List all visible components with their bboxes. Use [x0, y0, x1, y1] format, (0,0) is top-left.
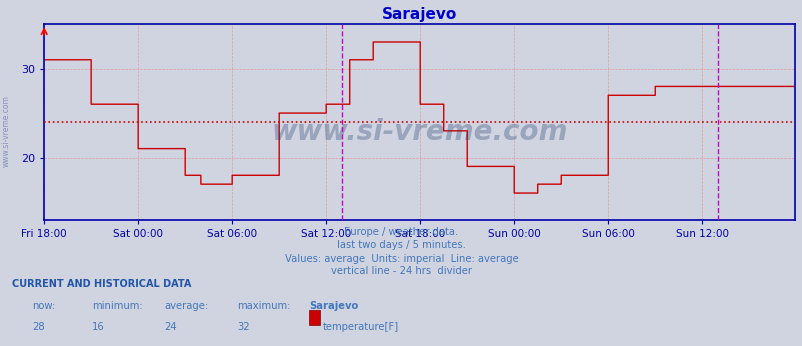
Text: Sarajevo: Sarajevo: [309, 301, 358, 311]
Text: minimum:: minimum:: [92, 301, 143, 311]
Text: 28: 28: [32, 322, 45, 333]
Text: 24: 24: [164, 322, 177, 333]
Text: Values: average  Units: imperial  Line: average: Values: average Units: imperial Line: av…: [284, 254, 518, 264]
Text: maximum:: maximum:: [237, 301, 290, 311]
Text: average:: average:: [164, 301, 209, 311]
Text: now:: now:: [32, 301, 55, 311]
Text: www.si-vreme.com: www.si-vreme.com: [271, 118, 567, 146]
Text: CURRENT AND HISTORICAL DATA: CURRENT AND HISTORICAL DATA: [12, 279, 191, 289]
Text: 16: 16: [92, 322, 105, 333]
Title: Sarajevo: Sarajevo: [382, 7, 456, 22]
Text: last two days / 5 minutes.: last two days / 5 minutes.: [337, 240, 465, 251]
Text: vertical line - 24 hrs  divider: vertical line - 24 hrs divider: [330, 266, 472, 276]
Text: www.si-vreme.com: www.si-vreme.com: [2, 95, 11, 167]
Text: Europe / weather data.: Europe / weather data.: [344, 227, 458, 237]
Text: 32: 32: [237, 322, 249, 333]
Text: temperature[F]: temperature[F]: [322, 322, 399, 333]
